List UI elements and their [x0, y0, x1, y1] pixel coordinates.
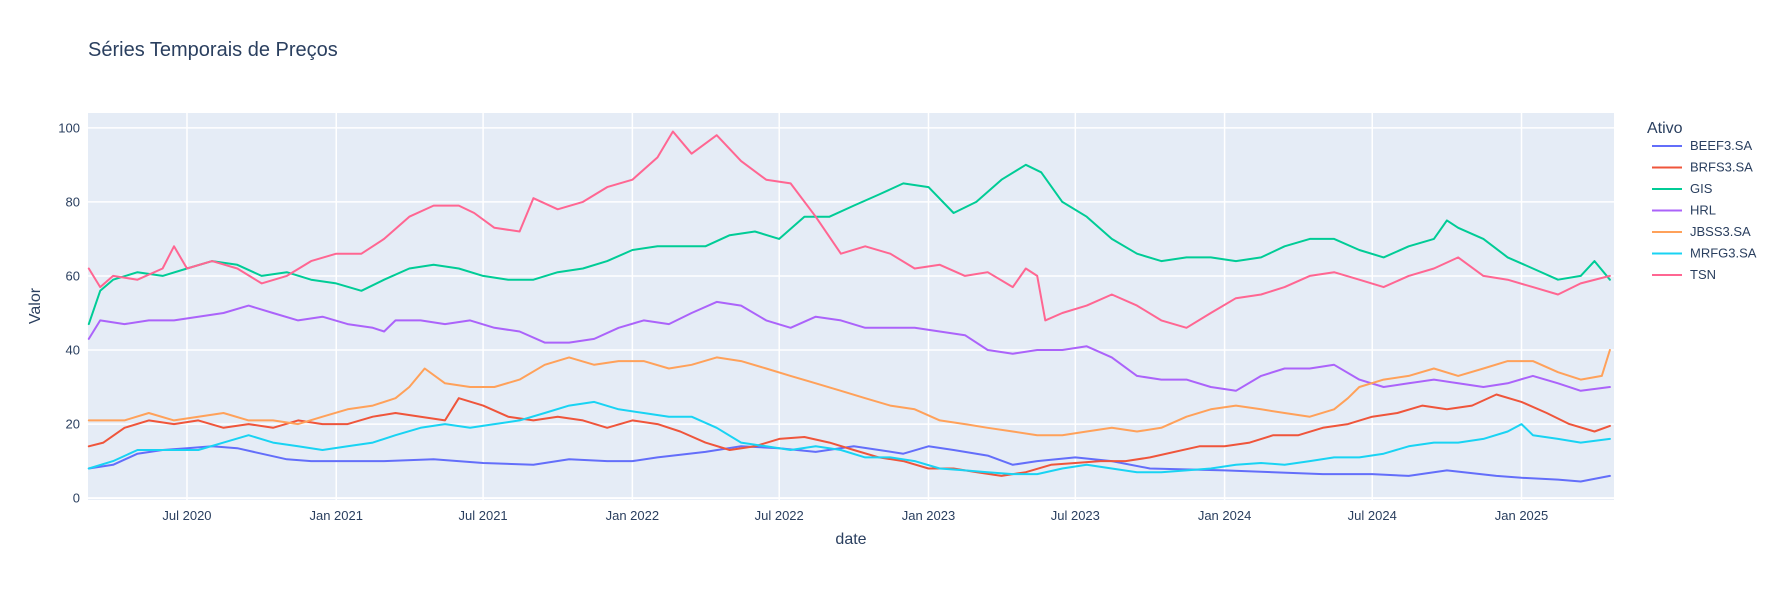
series-line-tsn[interactable]: [87, 130, 1611, 329]
plot-area[interactable]: [88, 113, 1614, 500]
x-tick-label: Jan 2025: [1495, 508, 1549, 523]
legend-label[interactable]: BRFS3.SA: [1690, 160, 1753, 175]
series-lines: [87, 130, 1611, 483]
series-line-beef3-sa[interactable]: [87, 445, 1611, 483]
legend-label[interactable]: JBSS3.SA: [1690, 224, 1751, 239]
x-tick-label: Jan 2022: [606, 508, 660, 523]
y-tick-label: 100: [58, 120, 80, 135]
y-tick-label: 0: [73, 491, 80, 506]
y-tick-label: 40: [66, 343, 80, 358]
legend-label[interactable]: GIS: [1690, 181, 1713, 196]
series-line-gis[interactable]: [87, 163, 1611, 326]
x-tick-label: Jul 2023: [1051, 508, 1100, 523]
x-axis-ticks: Jul 2020 Jan 2021 Jul 2021 Jan 2022 Jul 2022…: [162, 508, 1548, 523]
x-tick-label: Jul 2024: [1348, 508, 1397, 523]
legend-label[interactable]: BEEF3.SA: [1690, 138, 1752, 153]
legend-title: Ativo: [1647, 120, 1683, 137]
chart-title: Séries Temporais de Preços: [88, 39, 338, 61]
x-tick-label: Jan 2023: [902, 508, 956, 523]
x-tick-label: Jan 2024: [1198, 508, 1252, 523]
x-tick-label: Jul 2021: [459, 508, 508, 523]
x-tick-label: Jan 2021: [309, 508, 363, 523]
series-line-hrl[interactable]: [87, 300, 1611, 392]
legend-label[interactable]: TSN: [1690, 267, 1716, 282]
x-tick-label: Jul 2022: [755, 508, 804, 523]
x-tick-label: Jul 2020: [162, 508, 211, 523]
x-axis-title: date: [835, 531, 866, 548]
legend-label[interactable]: MRFG3.SA: [1690, 246, 1757, 261]
y-tick-label: 60: [66, 268, 80, 283]
y-axis-title: Valor: [27, 287, 44, 324]
legend: Ativo BEEF3.SA BRFS3.SA GIS HRL JBSS3.SA MRFG…: [1647, 120, 1757, 282]
y-tick-label: 20: [66, 417, 80, 432]
y-axis-ticks: 0 20 40 60 80 100: [58, 120, 80, 505]
series-line-mrfg3-sa[interactable]: [87, 400, 1611, 476]
series-line-jbss3-sa[interactable]: [87, 349, 1611, 437]
y-tick-label: 80: [66, 194, 80, 209]
series-line-brfs3-sa[interactable]: [87, 393, 1611, 477]
legend-label[interactable]: HRL: [1690, 203, 1716, 218]
